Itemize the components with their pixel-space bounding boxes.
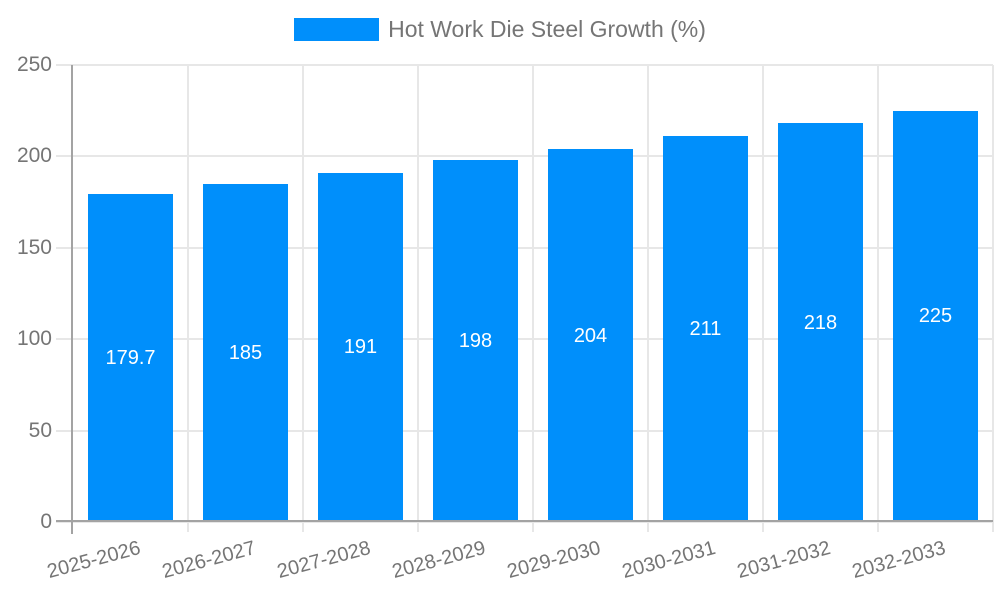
bar-value-label: 204 (573, 324, 608, 347)
bar-value-label: 225 (918, 305, 953, 328)
bar-value-label: 191 (343, 336, 378, 359)
gridline-v (302, 65, 304, 532)
x-axis-line (56, 520, 993, 522)
gridline-h (56, 64, 993, 66)
gridline-v (187, 65, 189, 532)
plot-area: 0 50 100 150 200 250 179.7 2025-2026 185 2026-202… (17, 53, 994, 583)
gridline-v (762, 65, 764, 532)
gridline-h (56, 155, 993, 158)
x-axis-tick-label: 2032-2033 (849, 536, 948, 583)
legend-label: Hot Work Die Steel Growth (%) (388, 16, 706, 42)
gridline-v (647, 65, 649, 532)
gridline-h (56, 246, 993, 249)
bar[interactable] (88, 193, 173, 522)
bar[interactable] (318, 172, 403, 522)
gridline-v (877, 65, 879, 532)
y-axis-tick-label: 50 (28, 418, 52, 442)
x-axis-tick-label: 2031-2032 (734, 536, 833, 583)
x-axis-tick-label: 2026-2027 (159, 536, 258, 583)
x-axis-tick-label: 2029-2030 (504, 536, 603, 583)
bar[interactable] (778, 123, 863, 522)
x-axis-tick-label: 2030-2031 (619, 536, 718, 583)
y-axis-tick-label: 100 (16, 327, 52, 351)
bar-value-label: 198 (458, 330, 493, 353)
gridline-h (56, 338, 993, 341)
bar-value-label: 185 (228, 341, 263, 364)
y-axis-tick-label: 250 (16, 53, 52, 76)
bar[interactable] (548, 149, 633, 522)
bar[interactable] (433, 160, 518, 522)
x-axis-tick-label: 2025-2026 (44, 536, 143, 583)
bar[interactable] (893, 110, 978, 522)
y-axis-tick-label: 200 (16, 144, 52, 168)
legend-item[interactable]: Hot Work Die Steel Growth (%) (0, 16, 1000, 43)
y-axis-tick-label: 0 (40, 510, 52, 533)
legend-swatch (294, 18, 380, 41)
gridline-v (417, 65, 419, 532)
gridline-h (56, 521, 993, 523)
gridline-h (56, 429, 993, 432)
bar-value-label: 179.7 (105, 346, 156, 369)
bar-value-label: 211 (689, 318, 722, 341)
bar-value-label: 218 (803, 311, 838, 334)
x-axis-tick-label: 2027-2028 (274, 536, 373, 583)
gridline-v (532, 65, 534, 532)
y-axis-tick-label: 150 (16, 235, 52, 259)
y-axis-line (71, 65, 73, 534)
bar[interactable] (203, 183, 288, 522)
x-axis-tick-label: 2028-2029 (389, 536, 488, 583)
gridline-v (992, 65, 994, 532)
bar[interactable] (663, 136, 748, 522)
